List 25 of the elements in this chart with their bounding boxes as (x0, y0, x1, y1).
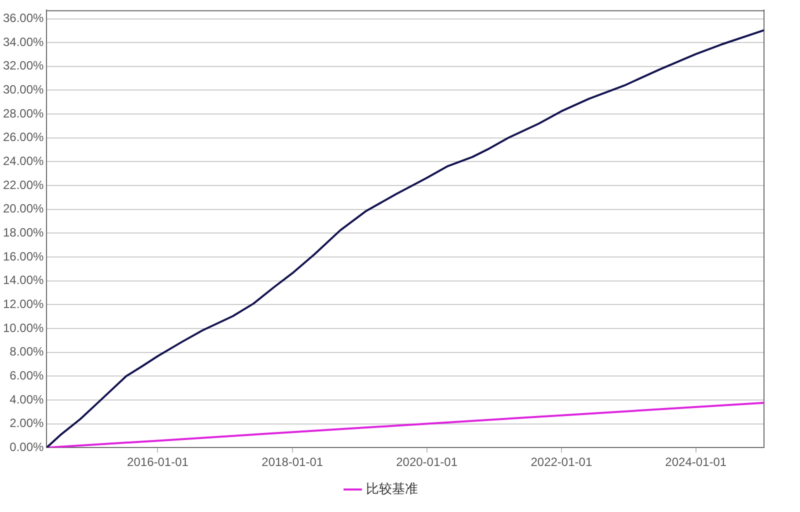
y-tick-label: 14.00% (2, 273, 44, 288)
y-tick-label: 22.00% (2, 178, 44, 192)
y-tick-label: 18.00% (2, 226, 44, 240)
y-tick-label: 12.00% (2, 296, 44, 311)
x-tick-label: 2024-01-01 (665, 455, 727, 470)
x-tick-label: 2018-01-01 (262, 455, 324, 470)
y-tick-label: 30.00% (2, 82, 44, 97)
x-tick-label: 2022-01-01 (530, 455, 592, 470)
y-tick-label: 36.00% (2, 11, 44, 26)
y-tick-label: 24.00% (2, 154, 44, 168)
y-tick-label: 4.00% (10, 392, 44, 406)
y-tick-label: 34.00% (2, 34, 44, 49)
y-tick-label: 16.00% (2, 249, 44, 264)
x-tick-label: 2020-01-01 (396, 455, 458, 470)
y-tick-label: 8.00% (10, 344, 44, 359)
y-tick-label: 10.00% (2, 320, 44, 335)
y-tick-label: 28.00% (2, 106, 44, 120)
y-tick-label: 32.00% (2, 58, 44, 73)
y-tick-label: 6.00% (10, 368, 44, 382)
legend-label: 比较基准 (366, 482, 418, 497)
y-tick-label: 20.00% (2, 202, 44, 216)
y-tick-label: 2.00% (10, 416, 44, 430)
x-tick-label: 2016-01-01 (127, 455, 189, 470)
y-tick-label: 0.00% (10, 440, 44, 454)
y-tick-label: 26.00% (2, 130, 44, 144)
